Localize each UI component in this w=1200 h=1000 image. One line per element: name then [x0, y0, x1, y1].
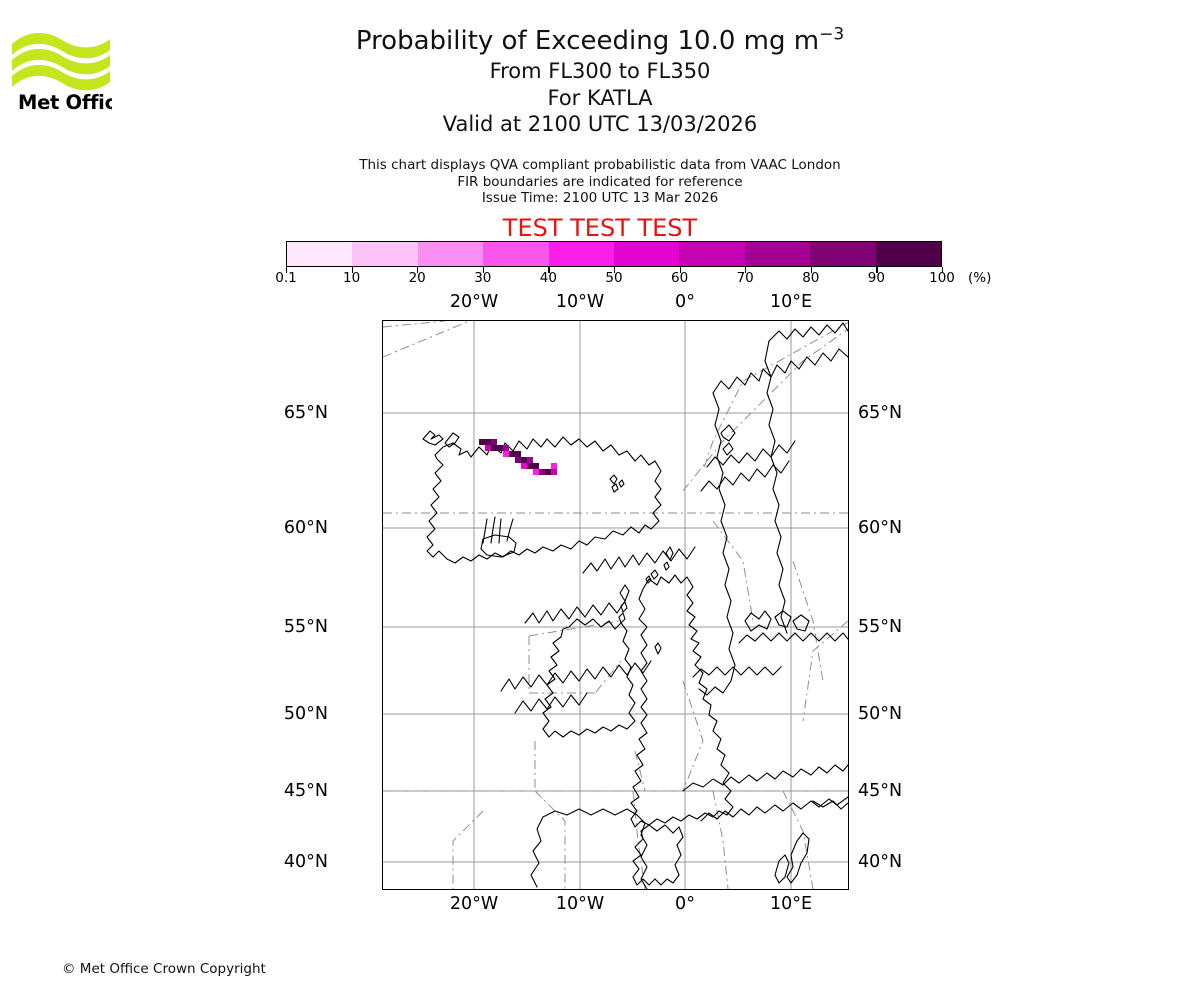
copyright-notice: © Met Office Crown Copyright: [62, 961, 266, 977]
colorbar-band-70-80: [744, 242, 811, 266]
lat-label-left-3: 50°N: [283, 704, 328, 724]
colorbar-tick-label-0.1: 0.1: [275, 270, 297, 286]
colorbar-tick-label-70: 70: [736, 270, 754, 286]
title-main-text: Probability of Exceeding 10.0 mg m: [355, 26, 820, 56]
colorbar-unit-label: (%): [968, 270, 992, 286]
lat-label-right-5: 40°N: [858, 852, 903, 872]
colorbar-band-80-90: [810, 242, 876, 266]
lat-label-right-0: 65°N: [858, 403, 903, 423]
disclaimer-line-2: FIR boundaries are indicated for referen…: [457, 173, 743, 190]
lat-label-right-2: 55°N: [858, 617, 903, 637]
disclaimer-line-1: This chart displays QVA compliant probab…: [359, 157, 841, 173]
colorbar-tick-40: [548, 267, 550, 273]
ash-plume-cells: [479, 439, 557, 475]
colorbar-band-0.1-10: [287, 242, 353, 266]
colorbar-band-50-60: [614, 242, 680, 266]
lon-label-top-2: 0°: [675, 292, 695, 312]
title-exponent: −3: [819, 24, 845, 45]
lon-label-bottom-0: 20°W: [449, 894, 499, 914]
logo-wordmark: Met Office: [18, 91, 112, 114]
title-volcano: For KATLA: [547, 85, 653, 110]
colorbar-band-90-100: [875, 242, 942, 266]
lon-label-bottom-3: 10°E: [769, 894, 813, 914]
colorbar-band-30-40: [483, 242, 549, 266]
lat-label-left-2: 55°N: [283, 617, 328, 637]
colorbar-tick-label-40: 40: [539, 270, 557, 286]
colorbar-band-40-50: [548, 242, 615, 266]
lat-label-left-1: 60°N: [283, 518, 328, 538]
logo-wave-icon: [12, 32, 110, 91]
lat-label-left-5: 40°N: [283, 852, 328, 872]
disclaimer-issue-time: Issue Time: 2100 UTC 13 Mar 2026: [481, 190, 719, 207]
colorbar-tick-label-20: 20: [408, 270, 426, 286]
disclaimer-block: This chart displays QVA compliant probab…: [0, 157, 1200, 207]
chart-title-block: Probability of Exceeding 10.0 mg m−3 Fro…: [0, 24, 1200, 138]
colorbar-tick-70: [745, 267, 747, 273]
colorbar-tick-30: [482, 267, 484, 273]
colorbar-tick-100: [942, 267, 944, 273]
colorbar-band-20-30: [417, 242, 484, 266]
colorbar-tick-label-80: 80: [802, 270, 820, 286]
map-gridlines: [383, 321, 848, 889]
lat-label-right-4: 45°N: [858, 781, 903, 801]
colorbar-tick-label-90: 90: [867, 270, 885, 286]
coastlines: [422, 322, 848, 889]
page-title: Probability of Exceeding 10.0 mg m−3: [0, 24, 1200, 58]
colorbar-tick-label-50: 50: [605, 270, 623, 286]
colorbar-tick-10: [351, 267, 353, 273]
lat-label-right-1: 60°N: [858, 518, 903, 538]
colorbar-tick-80: [810, 267, 812, 273]
lon-label-top-0: 20°W: [449, 292, 499, 312]
met-office-logo-graphic: Met Office: [12, 32, 112, 114]
colorbar-tick-60: [679, 267, 681, 273]
colorbar-tick-90: [876, 267, 878, 273]
colorbar-tick-label-60: 60: [671, 270, 689, 286]
colorbar-band-60-70: [679, 242, 745, 266]
colorbar-band-10-20: [352, 242, 418, 266]
lat-label-left-4: 45°N: [283, 781, 328, 801]
map-panel[interactable]: [382, 320, 849, 890]
title-valid-time: Valid at 2100 UTC 13/03/2026: [442, 112, 758, 136]
met-office-logo: Met Office: [10, 22, 112, 114]
colorbar-tick-label-30: 30: [474, 270, 492, 286]
test-banner: TEST TEST TEST: [502, 214, 698, 242]
map-graphic: [383, 321, 848, 889]
colorbar-tick-label-100: 100: [929, 270, 955, 286]
colorbar-bands: [286, 241, 942, 267]
fir-boundaries: [383, 321, 848, 889]
colorbar: [286, 241, 942, 267]
colorbar-tick-0.1: [286, 267, 288, 273]
colorbar-tick-50: [614, 267, 616, 273]
colorbar-ticks: [286, 267, 944, 275]
lon-label-top-3: 10°E: [769, 292, 813, 312]
colorbar-tick-20: [417, 267, 419, 273]
title-flight-levels: From FL300 to FL350: [489, 59, 711, 83]
lon-label-bottom-1: 10°W: [555, 894, 605, 914]
colorbar-tick-labels: 0.1 10 20 30 40 50 60 70 80 90 100: [275, 270, 955, 290]
lat-label-left-0: 65°N: [283, 403, 328, 423]
lon-label-top-1: 10°W: [555, 292, 605, 312]
lat-label-right-3: 50°N: [858, 704, 903, 724]
colorbar-tick-label-10: 10: [343, 270, 361, 286]
lon-label-bottom-2: 0°: [675, 894, 695, 914]
